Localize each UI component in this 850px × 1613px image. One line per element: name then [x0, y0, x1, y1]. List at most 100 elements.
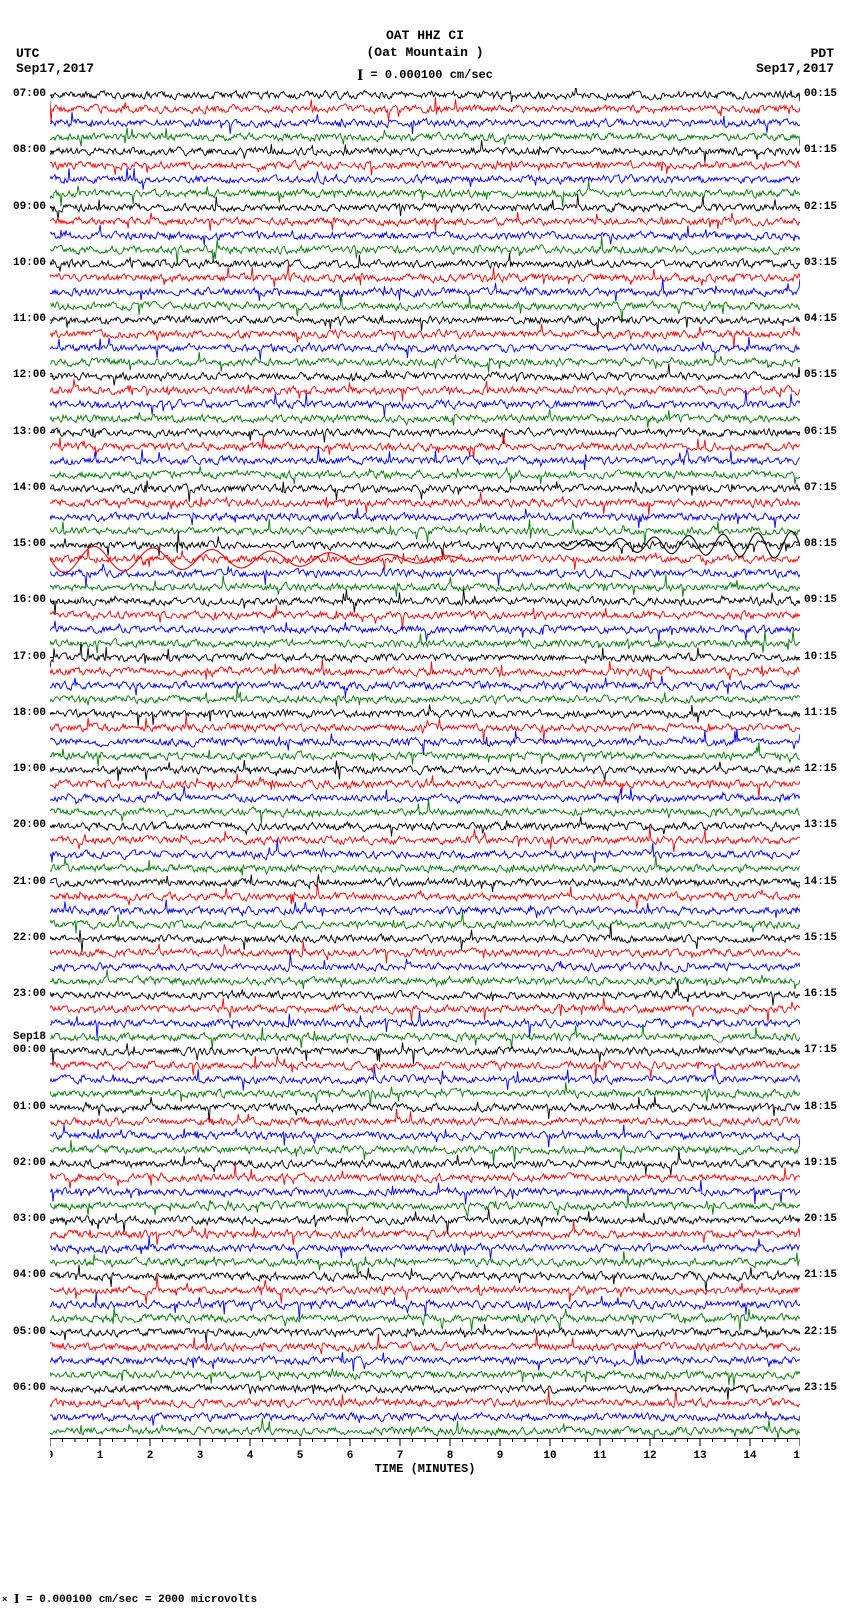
station-name: (Oat Mountain )	[0, 45, 850, 62]
seismic-trace	[50, 742, 800, 766]
seismic-trace	[50, 434, 800, 459]
right-hour-label: 22:15	[804, 1326, 850, 1338]
seismic-trace	[50, 1056, 800, 1078]
right-hour-label: 09:15	[804, 594, 850, 606]
left-hour-label: 08:00	[0, 144, 46, 156]
x-axis-ticks: 0123456789101112131415	[50, 1438, 800, 1462]
seismic-trace	[50, 660, 800, 682]
seismic-trace	[50, 492, 800, 516]
seismic-trace	[50, 1389, 800, 1410]
right-hour-label: 06:15	[804, 426, 850, 438]
seismic-trace	[50, 1067, 800, 1091]
seismic-trace	[50, 337, 800, 360]
seismic-trace	[50, 1251, 800, 1274]
left-hour-label: 23:00	[0, 988, 46, 1000]
footer-prefix-symbol: ×	[2, 1595, 7, 1605]
seismic-trace	[50, 1334, 800, 1354]
right-hour-label: 12:15	[804, 763, 850, 775]
seismic-trace	[50, 715, 800, 742]
seismic-trace	[50, 631, 800, 654]
left-hour-label: 20:00	[0, 819, 46, 831]
seismic-trace	[50, 953, 800, 972]
left-hour-label: 04:00	[0, 1269, 46, 1281]
seismic-trace	[50, 827, 800, 853]
left-hour-label: 01:00	[0, 1101, 46, 1113]
seismic-trace	[50, 364, 800, 386]
left-hour-label: 17:00	[0, 651, 46, 663]
right-hour-label: 07:15	[804, 482, 850, 494]
seismic-trace	[50, 705, 800, 727]
seismic-trace	[50, 1209, 800, 1234]
seismic-trace	[50, 1221, 800, 1245]
seismic-trace	[50, 194, 800, 220]
left-hour-label: 19:00	[0, 763, 46, 775]
seismic-trace	[50, 128, 800, 146]
scale-legend: I = 0.000100 cm/sec	[0, 64, 850, 85]
seismic-trace	[50, 839, 800, 863]
right-hour-label: 02:15	[804, 201, 850, 213]
seismic-trace	[50, 112, 800, 134]
seismic-trace	[50, 265, 800, 287]
seismic-trace	[50, 729, 800, 755]
seismic-trace	[50, 774, 800, 798]
seismic-trace	[50, 688, 800, 707]
right-hour-label: 00:15	[804, 88, 850, 100]
right-hour-label: 11:15	[804, 707, 850, 719]
right-hour-label: 01:15	[804, 144, 850, 156]
x-tick-label: 6	[347, 1450, 354, 1462]
tz-left-label: UTC	[16, 46, 94, 61]
seismic-trace	[50, 564, 800, 588]
right-hour-label: 17:15	[804, 1044, 850, 1056]
x-tick-label: 1	[97, 1450, 104, 1462]
left-hour-label: 11:00	[0, 313, 46, 325]
seismic-trace	[50, 481, 800, 502]
x-tick-label: 12	[643, 1450, 656, 1462]
seismic-trace	[50, 621, 800, 642]
left-hour-label: 02:00	[0, 1157, 46, 1169]
x-tick-label: 13	[693, 1450, 707, 1462]
x-tick-label: 9	[497, 1450, 504, 1462]
seismic-trace	[50, 352, 800, 373]
x-tick-label: 4	[247, 1450, 254, 1462]
seismic-trace	[50, 1180, 800, 1205]
left-hour-label: 06:00	[0, 1382, 46, 1394]
seismic-trace	[50, 1164, 800, 1189]
seismic-trace	[50, 97, 800, 122]
seismic-trace	[50, 1276, 800, 1304]
seismic-trace	[50, 1194, 800, 1217]
right-hour-label: 14:15	[804, 876, 850, 888]
x-tick-label: 7	[397, 1450, 404, 1462]
right-hour-label: 19:15	[804, 1157, 850, 1169]
seismic-trace	[50, 1265, 800, 1291]
date-right-label: Sep17,2017	[756, 61, 834, 76]
left-hour-label: 07:00	[0, 88, 46, 100]
right-hour-label: 05:15	[804, 369, 850, 381]
seismic-trace	[50, 676, 800, 698]
x-tick-label: 11	[593, 1450, 607, 1462]
date-rollover-label: Sep18	[0, 1031, 46, 1043]
seismic-trace	[50, 900, 800, 918]
left-hour-label: 12:00	[0, 369, 46, 381]
seismic-trace	[50, 1384, 800, 1399]
x-axis-label: TIME (MINUTES)	[50, 1462, 800, 1476]
seismic-trace	[50, 786, 800, 804]
left-hour-label: 13:00	[0, 426, 46, 438]
left-time-labels: 07:0008:0009:0010:0011:0012:0013:0014:00…	[0, 88, 48, 1438]
seismic-trace	[50, 981, 800, 1006]
right-hour-label: 04:15	[804, 313, 850, 325]
station-code: OAT HHZ CI	[0, 28, 850, 45]
seismic-trace	[50, 1043, 800, 1065]
seismic-trace	[50, 1411, 800, 1425]
seismic-trace	[50, 856, 800, 876]
seismic-trace	[50, 1418, 800, 1438]
scale-bar-icon: I	[357, 67, 363, 84]
seismic-trace	[50, 1324, 800, 1343]
right-hour-label: 08:15	[804, 538, 850, 550]
seismic-trace	[50, 549, 800, 570]
scale-legend-text: = 0.000100 cm/sec	[371, 68, 493, 82]
x-tick-label: 2	[147, 1450, 154, 1462]
helicorder-plot: UTC Sep17,2017 PDT Sep17,2017 OAT HHZ CI…	[0, 0, 850, 1613]
seismic-trace	[50, 799, 800, 824]
helicorder-trace-area	[50, 88, 800, 1438]
seismic-trace	[50, 278, 800, 301]
